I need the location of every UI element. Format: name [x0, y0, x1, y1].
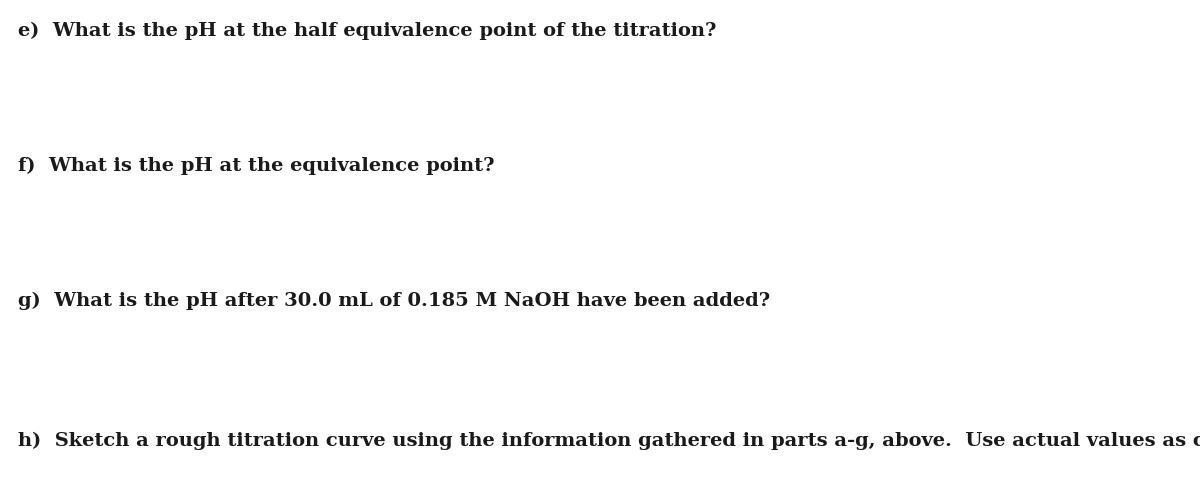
Text: f)  What is the pH at the equivalence point?: f) What is the pH at the equivalence poi… [18, 157, 494, 175]
Text: g)  What is the pH after 30.0 mL of 0.185 M NaOH have been added?: g) What is the pH after 30.0 mL of 0.185… [18, 292, 770, 310]
Text: h)  Sketch a rough titration curve using the information gathered in parts a-g, : h) Sketch a rough titration curve using … [18, 432, 1200, 450]
Text: e)  What is the pH at the half equivalence point of the titration?: e) What is the pH at the half equivalenc… [18, 22, 716, 40]
